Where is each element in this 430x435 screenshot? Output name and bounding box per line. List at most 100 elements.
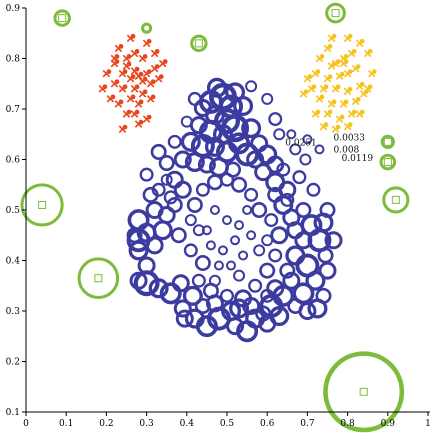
data-point [187,91,202,106]
data-point [311,69,321,78]
data-point [236,320,259,343]
data-point [327,33,337,43]
outlier-ring [141,22,153,34]
outlier-square [383,158,392,167]
data-point [142,38,152,48]
data-point [299,153,312,166]
x-tick-label: 0.8 [340,419,355,429]
annotation-label: 0.0251 [285,138,317,148]
data-point [102,69,112,78]
data-point [319,84,329,93]
data-point-dot [315,69,321,75]
data-point-dot [359,109,365,115]
data-point-dot [138,71,144,77]
data-point-dot [150,94,156,100]
data-point [254,163,273,182]
data-point [158,59,168,68]
data-point [261,92,274,105]
series-red [98,33,168,133]
data-point [343,33,353,43]
data-point [245,80,258,93]
data-point-dot [126,109,132,115]
data-point [180,131,201,152]
outlier-square [142,24,151,33]
data-point [205,240,216,251]
outlier-square [383,137,392,146]
data-point [255,305,272,322]
data-point [190,133,215,158]
data-point [315,54,325,63]
data-point [230,235,241,246]
data-point [170,227,187,244]
data-point-dot [351,49,357,54]
data-point-dot [138,99,144,105]
data-point [145,236,164,255]
data-point-dot [331,61,337,67]
x-tick-label: 0 [23,419,29,429]
data-point [114,99,124,108]
data-point [305,270,326,291]
data-point-dot [122,124,128,130]
outlier-ring [53,9,71,27]
data-point-dot [142,76,148,82]
outlier-point [53,9,71,27]
outlier-point [141,22,153,34]
outlier-square [58,14,67,23]
data-point-dot [122,84,128,90]
data-point-dot [335,84,341,90]
data-point [130,66,140,75]
outlier-point [379,153,397,171]
data-point-dot [339,71,345,77]
data-point [355,109,365,118]
data-point-dot [146,38,152,44]
data-point-dot [351,109,357,115]
data-point [219,288,234,303]
data-point-dot [319,54,325,59]
data-point [150,49,160,58]
data-point [234,220,245,231]
data-point [259,262,276,279]
data-point [286,221,305,240]
data-point [286,129,297,140]
data-point-dot [126,61,132,67]
data-point [235,142,260,167]
outlier-square [94,274,103,283]
data-point [323,44,333,53]
outlier-square [38,200,47,209]
data-point-dot [126,54,132,59]
outlier-ring [190,34,208,53]
data-point [264,213,279,228]
data-point [229,298,250,319]
data-point-dot [102,84,108,90]
data-point [138,89,148,98]
data-point [246,230,257,241]
y-tick-label: 0.3 [6,307,21,317]
data-point [327,99,337,108]
data-point [266,279,285,298]
data-point [222,215,232,226]
data-point [137,256,156,275]
data-point [197,155,216,174]
data-point [173,180,192,199]
outlier-point [325,2,346,24]
data-point [315,94,325,103]
data-point [152,220,173,241]
data-point-dot [315,109,321,115]
data-point [306,182,321,197]
data-point [134,119,144,128]
data-point [351,64,361,73]
data-point [323,109,333,118]
data-point [319,202,336,219]
data-point-dot [106,69,112,75]
data-point [163,190,178,205]
data-point [118,69,128,78]
data-point [323,74,333,83]
data-point [175,309,194,328]
data-point [118,84,128,93]
data-point [186,196,203,213]
data-point-dot [335,124,341,130]
outlier-square [194,39,203,48]
data-point [226,260,237,271]
data-point [315,287,332,304]
data-point [331,84,341,93]
